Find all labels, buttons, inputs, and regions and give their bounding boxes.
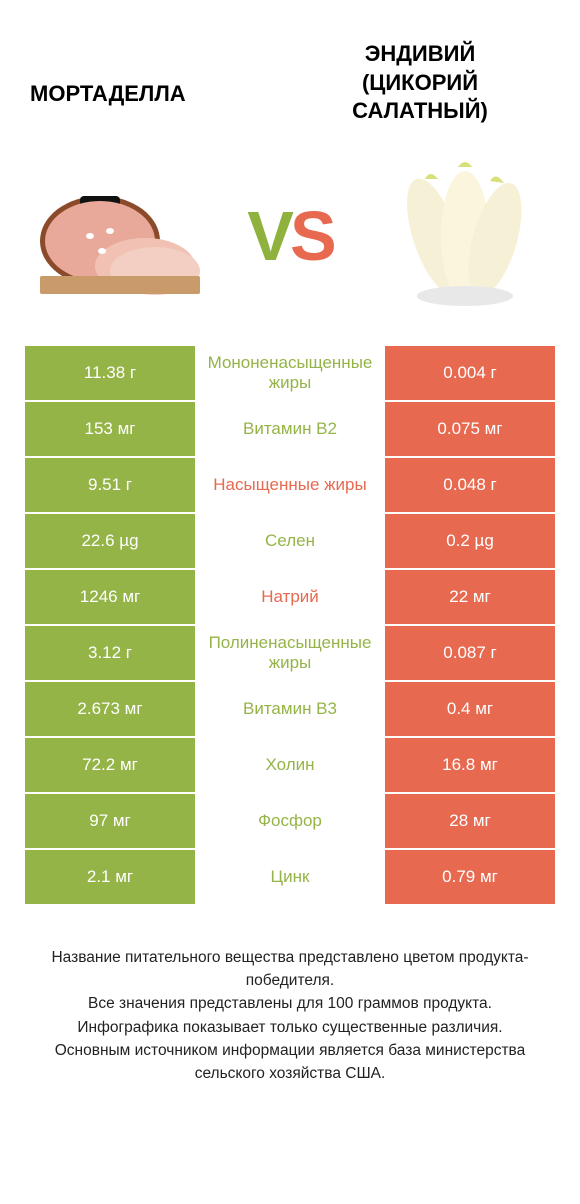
vs-letter-s: S (290, 197, 333, 275)
nutrient-label: Фосфор (195, 794, 385, 848)
vs-label: VS (247, 196, 332, 276)
nutrient-label: Цинк (195, 850, 385, 904)
nutrient-label: Витамин B2 (195, 402, 385, 456)
product-image-left (30, 156, 210, 316)
table-row: 2.1 мгЦинк0.79 мг (25, 850, 555, 906)
value-right: 0.075 мг (385, 402, 555, 456)
vs-letter-v: V (247, 197, 290, 275)
value-left: 72.2 мг (25, 738, 195, 792)
value-left: 22.6 µg (25, 514, 195, 568)
value-left: 11.38 г (25, 346, 195, 400)
table-row: 1246 мгНатрий22 мг (25, 570, 555, 626)
value-right: 0.79 мг (385, 850, 555, 904)
value-right: 16.8 мг (385, 738, 555, 792)
nutrient-label: Витамин B3 (195, 682, 385, 736)
nutrient-label: Натрий (195, 570, 385, 624)
nutrient-label: Селен (195, 514, 385, 568)
mortadella-icon (30, 161, 210, 311)
images-row: VS (0, 146, 580, 346)
value-left: 2.1 мг (25, 850, 195, 904)
value-left: 3.12 г (25, 626, 195, 680)
title-left: МОРТАДЕЛЛА (30, 40, 290, 109)
nutrient-table: 11.38 гМононенасыщенные жиры0.004 г153 м… (0, 346, 580, 906)
nutrient-label: Полиненасыщенные жиры (195, 626, 385, 680)
value-right: 0.2 µg (385, 514, 555, 568)
table-row: 11.38 гМононенасыщенные жиры0.004 г (25, 346, 555, 402)
title-right: ЭНДИВИЙ (ЦИКОРИЙ САЛАТНЫЙ) (290, 40, 550, 126)
nutrient-label: Холин (195, 738, 385, 792)
footer-line3: Инфографика показывает только существенн… (30, 1016, 550, 1039)
table-row: 3.12 гПолиненасыщенные жиры0.087 г (25, 626, 555, 682)
value-right: 0.087 г (385, 626, 555, 680)
value-right: 22 мг (385, 570, 555, 624)
value-left: 2.673 мг (25, 682, 195, 736)
value-left: 153 мг (25, 402, 195, 456)
title-right-line1: ЭНДИВИЙ (290, 40, 550, 69)
footer: Название питательного вещества представл… (0, 906, 580, 1086)
table-row: 22.6 µgСелен0.2 µg (25, 514, 555, 570)
endive-icon (370, 161, 550, 311)
value-left: 97 мг (25, 794, 195, 848)
product-image-right (370, 156, 550, 316)
value-right: 0.048 г (385, 458, 555, 512)
value-left: 9.51 г (25, 458, 195, 512)
title-right-line3: САЛАТНЫЙ) (290, 97, 550, 126)
header: МОРТАДЕЛЛА ЭНДИВИЙ (ЦИКОРИЙ САЛАТНЫЙ) (0, 0, 580, 146)
table-row: 72.2 мгХолин16.8 мг (25, 738, 555, 794)
nutrient-label: Насыщенные жиры (195, 458, 385, 512)
value-left: 1246 мг (25, 570, 195, 624)
table-row: 2.673 мгВитамин B30.4 мг (25, 682, 555, 738)
footer-line1: Название питательного вещества представл… (30, 946, 550, 993)
nutrient-label: Мононенасыщенные жиры (195, 346, 385, 400)
table-row: 153 мгВитамин B20.075 мг (25, 402, 555, 458)
table-row: 9.51 гНасыщенные жиры0.048 г (25, 458, 555, 514)
value-right: 0.004 г (385, 346, 555, 400)
value-right: 28 мг (385, 794, 555, 848)
footer-line2: Все значения представлены для 100 граммо… (30, 992, 550, 1015)
value-right: 0.4 мг (385, 682, 555, 736)
footer-line4: Основным источником информации является … (30, 1039, 550, 1086)
table-row: 97 мгФосфор28 мг (25, 794, 555, 850)
title-right-line2: (ЦИКОРИЙ (290, 69, 550, 98)
